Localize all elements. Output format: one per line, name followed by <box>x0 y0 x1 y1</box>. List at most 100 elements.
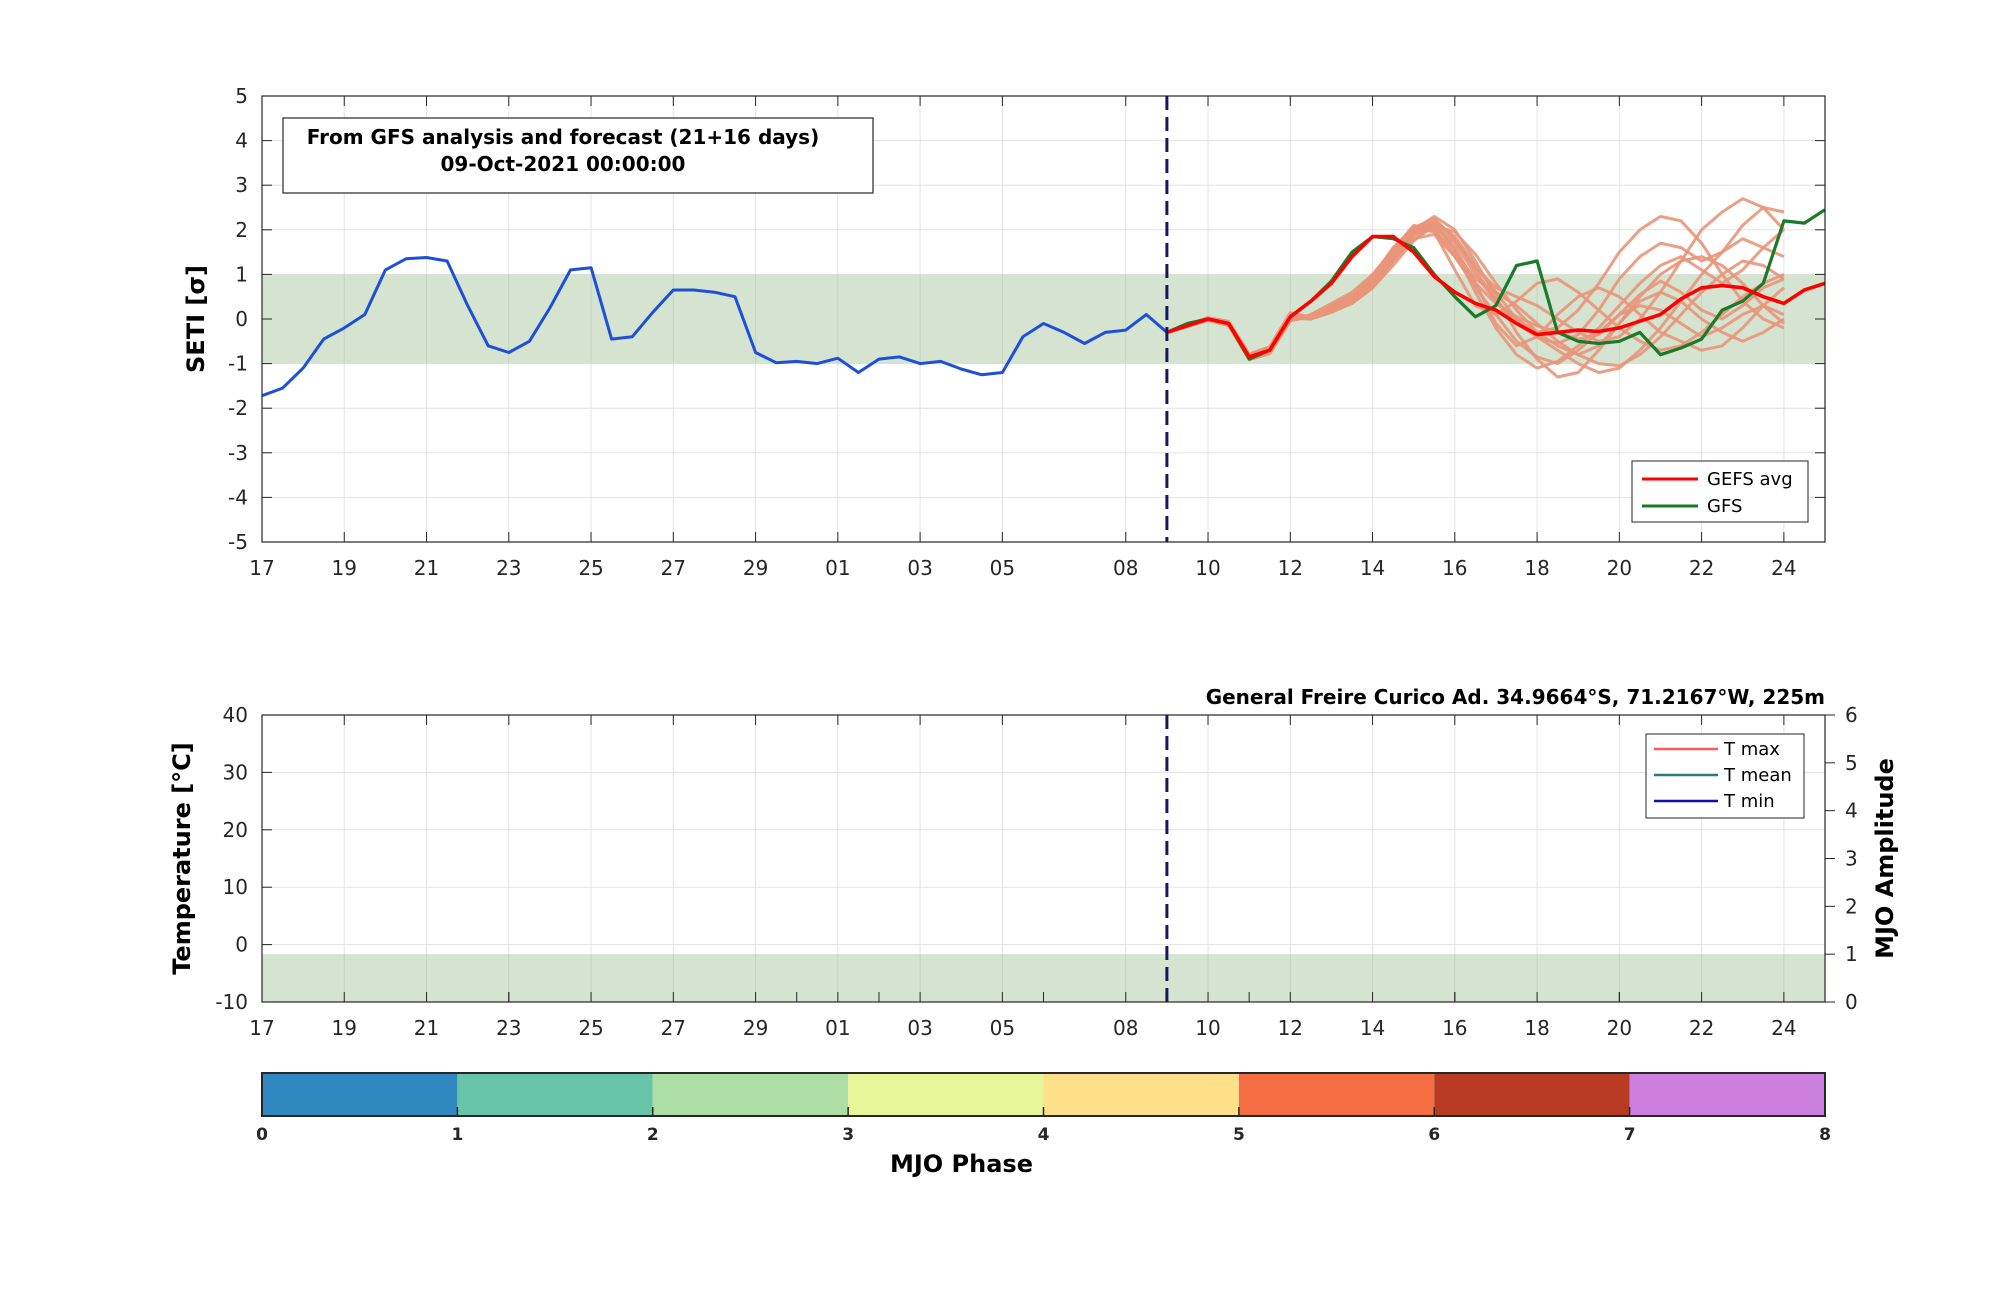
seti-xtick-label: 05 <box>990 556 1015 580</box>
mjo-ytick-label: 5 <box>1845 751 1858 775</box>
colorbar-tick-label: 1 <box>451 1125 463 1145</box>
colorbar-label: MJO Phase <box>890 1150 1033 1178</box>
temperature-ylabel: Temperature [°C] <box>168 742 196 975</box>
seti-xtick-label: 03 <box>907 556 932 580</box>
temp-ytick-label: 20 <box>223 818 248 842</box>
seti-ylabel: SETI [σ] <box>182 265 210 373</box>
mjo-phase-swatch <box>1434 1073 1630 1116</box>
temp-ytick-label: 10 <box>223 875 248 899</box>
mjo-phase-swatch <box>457 1073 653 1116</box>
temp-legend-label: T mean <box>1723 765 1792 786</box>
temp-xtick-label: 20 <box>1607 1016 1632 1040</box>
colorbar-tick-label: 5 <box>1233 1125 1245 1145</box>
seti-xtick-label: 14 <box>1360 556 1385 580</box>
seti-ytick-label: 5 <box>235 84 248 108</box>
seti-xtick-label: 27 <box>661 556 686 580</box>
seti-ytick-label: 1 <box>235 262 248 286</box>
temp-legend-label: T max <box>1723 739 1780 760</box>
temp-xtick-label: 23 <box>496 1016 521 1040</box>
seti-legend-label: GEFS avg <box>1707 469 1793 490</box>
mjo-ytick-label: 3 <box>1845 847 1858 871</box>
temp-xtick-label: 01 <box>825 1016 850 1040</box>
temp-xtick-label: 10 <box>1195 1016 1220 1040</box>
temp-xtick-label: 12 <box>1278 1016 1303 1040</box>
colorbar-tick-label: 8 <box>1819 1125 1831 1145</box>
temp-xtick-label: 24 <box>1771 1016 1796 1040</box>
seti-xtick-label: 21 <box>414 556 439 580</box>
colorbar-tick-label: 3 <box>842 1125 854 1145</box>
seti-legend-label: GFS <box>1707 496 1742 517</box>
temp-xtick-label: 19 <box>332 1016 357 1040</box>
seti-xtick-label: 25 <box>578 556 603 580</box>
temp-ytick-label: 0 <box>235 933 248 957</box>
colorbar-tick-label: 7 <box>1624 1125 1636 1145</box>
seti-ytick-label: -5 <box>228 530 248 554</box>
mjo-phase-swatch <box>1238 1073 1435 1116</box>
seti-ytick-label: -4 <box>228 485 248 509</box>
temp-xtick-label: 05 <box>990 1016 1015 1040</box>
mjo-phase-swatch <box>848 1073 1044 1116</box>
mjo-phase-swatch <box>262 1073 458 1116</box>
colorbar-tick-label: 0 <box>256 1125 268 1145</box>
seti-ytick-label: 0 <box>235 307 248 331</box>
seti-xtick-label: 10 <box>1195 556 1220 580</box>
mjo-phase-colorbar: 0 1 2 3 4 5 6 7 8 MJO Phase <box>256 1072 1831 1178</box>
seti-ytick-label: 4 <box>235 129 248 153</box>
temp-xtick-label: 29 <box>743 1016 768 1040</box>
mjo-amplitude-ylabel: MJO Amplitude <box>1871 758 1899 959</box>
seti-ytick-label: 2 <box>235 218 248 242</box>
temp-ytick-label: 40 <box>223 703 248 727</box>
temperature-axes: 17 19 21 23 25 27 29 01 03 05 08 10 12 14 16 18 20 22 24-1… <box>168 685 1899 1040</box>
seti-xtick-label: 29 <box>743 556 768 580</box>
colorbar-tick-label: 4 <box>1038 1125 1050 1145</box>
seti-xtick-label: 12 <box>1278 556 1303 580</box>
mjo-ytick-label: 2 <box>1845 894 1858 918</box>
gefs-ensemble-member <box>1166 217 1785 374</box>
colorbar-tick-label: 2 <box>647 1125 659 1145</box>
seti-xtick-label: 20 <box>1607 556 1632 580</box>
temp-ytick-label: -10 <box>215 990 248 1014</box>
mjo-ytick-label: 0 <box>1845 990 1858 1014</box>
seti-xtick-label: 24 <box>1771 556 1796 580</box>
seti-xtick-label: 22 <box>1689 556 1714 580</box>
annotation-line2: 09-Oct-2021 00:00:00 <box>441 152 686 176</box>
temp-xtick-label: 22 <box>1689 1016 1714 1040</box>
analysis-line <box>261 256 1168 398</box>
temp-xtick-label: 03 <box>907 1016 932 1040</box>
temp-xtick-label: 17 <box>249 1016 274 1040</box>
temp-xtick-label: 27 <box>661 1016 686 1040</box>
seti-xtick-label: 18 <box>1524 556 1549 580</box>
mjo-phase-swatch <box>1629 1073 1825 1116</box>
temp-xtick-label: 08 <box>1113 1016 1138 1040</box>
temp-ytick-label: 30 <box>223 760 248 784</box>
temp-xtick-label: 14 <box>1360 1016 1385 1040</box>
seti-xtick-label: 01 <box>825 556 850 580</box>
annotation-box <box>282 117 874 194</box>
mjo-ytick-label: 1 <box>1845 942 1858 966</box>
seti-xtick-label: 23 <box>496 556 521 580</box>
mjo-phase-swatch <box>652 1073 849 1116</box>
mjo-ytick-label: 4 <box>1845 799 1858 823</box>
seti-ytick-label: -1 <box>228 352 248 376</box>
seti-xtick-label: 17 <box>249 556 274 580</box>
temp-xtick-label: 21 <box>414 1016 439 1040</box>
gefs-avg-line <box>1166 234 1826 359</box>
seti-ytick-label: -3 <box>228 441 248 465</box>
temp-xtick-label: 18 <box>1524 1016 1549 1040</box>
mjo-phase-swatch <box>1043 1073 1239 1116</box>
colorbar-tick-label: 6 <box>1428 1125 1440 1145</box>
seti-ytick-label: -2 <box>228 396 248 420</box>
seti-xtick-label: 16 <box>1442 556 1467 580</box>
seti-xtick-label: 08 <box>1113 556 1138 580</box>
temp-xtick-label: 25 <box>578 1016 603 1040</box>
station-title: General Freire Curico Ad. 34.9664°S, 71.… <box>1206 685 1825 709</box>
seti-ytick-label: 3 <box>235 173 248 197</box>
temp-legend-label: T min <box>1723 791 1775 812</box>
temp-xtick-label: 16 <box>1442 1016 1467 1040</box>
seti-xtick-label: 19 <box>332 556 357 580</box>
seti-legend-box <box>1631 460 1809 523</box>
annotation-line1: From GFS analysis and forecast (21+16 da… <box>307 125 819 149</box>
mjo-ytick-label: 6 <box>1845 703 1858 727</box>
seti-axes: 17 19 21 23 25 27 29 01 03 05 08 10 12 14 16 18 20 22 24-5… <box>182 84 1826 580</box>
